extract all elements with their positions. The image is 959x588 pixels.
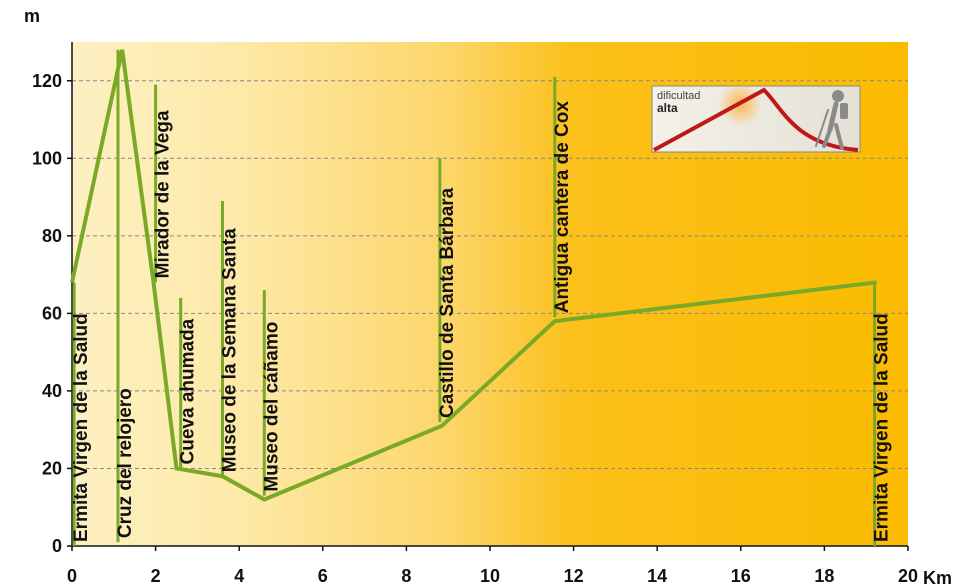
waypoint-label: Museo del cáñamo — [261, 322, 282, 492]
y-tick-label: 0 — [52, 536, 62, 556]
y-axis-ticks: 0 20 40 60 80 100 120 — [32, 71, 72, 556]
waypoint-label: Cruz del relojero — [115, 388, 136, 538]
x-tick-label: 16 — [731, 566, 751, 586]
waypoint-label: Museo de la Semana Santa — [219, 228, 240, 472]
y-tick-label: 120 — [32, 71, 62, 91]
x-tick-label: 14 — [647, 566, 667, 586]
y-tick-label: 100 — [32, 148, 62, 168]
y-tick-label: 20 — [42, 458, 62, 478]
waypoint-label: Antigua cantera de Cox — [552, 101, 573, 314]
waypoint-label: Ermita Virgen de la Salud — [71, 313, 92, 542]
difficulty-curve-icon — [653, 87, 859, 152]
waypoint-label: Mirador de la Vega — [153, 110, 174, 278]
hiker-icon — [815, 90, 848, 150]
y-tick-label: 60 — [42, 303, 62, 323]
x-tick-label: 6 — [318, 566, 328, 586]
difficulty-caption: dificultad — [657, 90, 700, 102]
x-axis-ticks: 0 2 4 6 8 10 12 14 16 18 20 — [67, 546, 918, 586]
x-tick-label: 2 — [151, 566, 161, 586]
difficulty-level: alta — [657, 101, 678, 115]
waypoint-label: Ermita Virgen de la Salud — [872, 313, 893, 542]
difficulty-badge: dificultad alta — [651, 82, 861, 153]
x-tick-label: 12 — [564, 566, 584, 586]
x-tick-label: 4 — [234, 566, 244, 586]
x-tick-label: 20 — [898, 566, 918, 586]
y-axis-unit: m — [24, 6, 40, 26]
x-tick-label: 18 — [814, 566, 834, 586]
x-tick-label: 8 — [401, 566, 411, 586]
y-tick-label: 80 — [42, 226, 62, 246]
y-tick-label: 40 — [42, 381, 62, 401]
grid-lines — [72, 80, 908, 469]
waypoint-label: Cueva ahumada — [178, 318, 199, 464]
x-tick-label: 0 — [67, 566, 77, 586]
waypoint-label: Castillo de Santa Bárbara — [437, 187, 458, 418]
waypoints: Ermita Virgen de la Salud Cruz del reloje… — [71, 49, 893, 546]
elevation-profile-line — [70, 49, 877, 502]
x-tick-label: 10 — [480, 566, 500, 586]
x-axis-unit: Km — [923, 568, 952, 588]
